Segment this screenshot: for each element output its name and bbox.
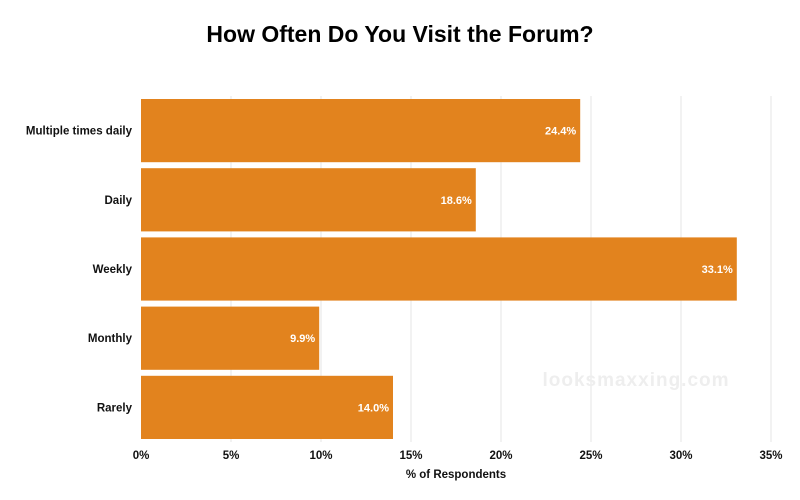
- x-tick-label: 20%: [489, 450, 512, 462]
- data-label: 24.4%: [545, 126, 576, 138]
- category-label: Weekly: [93, 264, 133, 276]
- data-label: 14.0%: [358, 402, 389, 414]
- bars: [141, 99, 737, 439]
- bar: [141, 306, 320, 370]
- watermark: looksmaxxing.com: [542, 370, 729, 391]
- category-label: Multiple times daily: [26, 126, 133, 138]
- bar: [141, 237, 737, 301]
- bar: [141, 375, 393, 439]
- bar: [141, 99, 581, 163]
- category-label: Daily: [105, 195, 133, 207]
- data-label: 33.1%: [702, 264, 733, 276]
- x-tick-label: 35%: [759, 450, 782, 462]
- category-label: Rarely: [97, 402, 133, 414]
- x-tick-label: 25%: [579, 450, 602, 462]
- data-label: 9.9%: [290, 333, 315, 345]
- x-axis-title: % of Respondents: [406, 469, 506, 481]
- category-label: Monthly: [88, 333, 133, 345]
- x-tick-label: 5%: [223, 450, 240, 462]
- x-tick-label: 15%: [399, 450, 422, 462]
- x-tick-label: 10%: [309, 450, 332, 462]
- chart-title: How Often Do You Visit the Forum?: [206, 21, 594, 47]
- bar: [141, 168, 476, 232]
- x-tick-label: 30%: [669, 450, 692, 462]
- x-tick-label: 0%: [133, 450, 150, 462]
- data-label: 18.6%: [441, 195, 472, 207]
- labels: 0% 5% 10% 15% 20% 25% 30% 35% 24.4% Multiple time…: [26, 126, 783, 462]
